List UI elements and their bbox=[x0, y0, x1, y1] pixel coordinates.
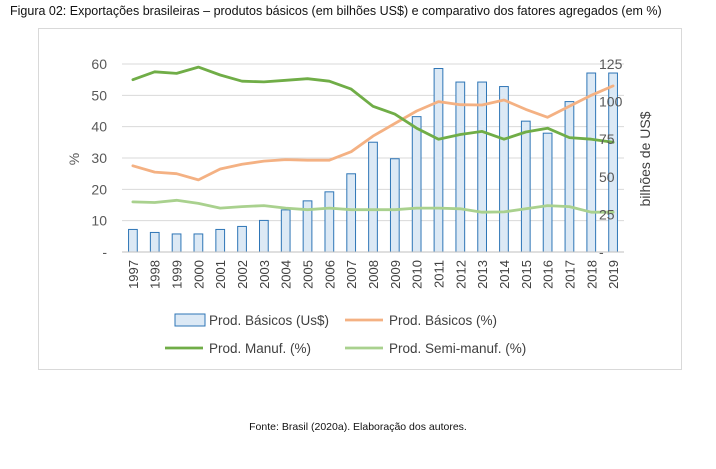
x-tick-label: 2001 bbox=[213, 260, 228, 289]
bar bbox=[149, 231, 160, 253]
bar bbox=[586, 72, 597, 253]
bar bbox=[499, 86, 509, 253]
bar bbox=[128, 228, 138, 253]
y-tick-label-right: 50 bbox=[599, 169, 615, 185]
bar bbox=[477, 81, 487, 253]
x-tick-label: 1998 bbox=[148, 260, 163, 289]
series-line bbox=[131, 198, 615, 214]
legend-label: Prod. Básicos (Us$) bbox=[209, 313, 329, 328]
x-tick-label: 2011 bbox=[431, 260, 446, 288]
bar bbox=[237, 225, 247, 253]
x-tick-label: 2016 bbox=[541, 260, 556, 289]
bar bbox=[411, 116, 422, 253]
bar bbox=[564, 101, 575, 253]
legend-label: Prod. Básicos (%) bbox=[389, 313, 497, 328]
x-tick-label: 2007 bbox=[344, 260, 359, 289]
x-tick-label: 2018 bbox=[584, 260, 599, 289]
figure-title: Figura 02: Exportações brasileiras – pro… bbox=[10, 4, 662, 18]
x-tick-label: 2003 bbox=[257, 260, 272, 289]
y-tick-label-left: 40 bbox=[91, 119, 107, 135]
legend-swatch bbox=[174, 313, 206, 327]
series-line bbox=[131, 84, 615, 182]
legend-label: Prod. Manuf. (%) bbox=[209, 341, 311, 356]
x-tick-label: 2002 bbox=[235, 260, 250, 289]
y-axis-label-right: bilhões de US$ bbox=[637, 111, 653, 206]
y-tick-label-left: - bbox=[102, 244, 107, 260]
legend-label: Prod. Semi-manuf. (%) bbox=[389, 341, 526, 356]
bar bbox=[542, 132, 553, 253]
x-tick-label: 2012 bbox=[453, 260, 468, 289]
x-tick-label: 1997 bbox=[126, 260, 141, 289]
x-tick-label: 2000 bbox=[191, 260, 206, 289]
x-tick-label: 2004 bbox=[279, 260, 294, 289]
y-tick-label-left: 50 bbox=[91, 87, 107, 103]
series-line bbox=[131, 65, 615, 144]
y-axis-label-left: % bbox=[66, 153, 82, 165]
axes: % bilhões de US$ -102030405060-255075100… bbox=[66, 56, 653, 289]
bar bbox=[215, 228, 226, 253]
y-tick-label-left: 20 bbox=[91, 181, 107, 197]
bar bbox=[280, 209, 291, 253]
y-tick-label-right: 25 bbox=[599, 206, 615, 222]
chart-frame: % bilhões de US$ -10 20 30 40 50 60-25 50 75 100… bbox=[38, 28, 682, 370]
chart-svg: % bilhões de US$ -102030405060-255075100… bbox=[66, 56, 653, 356]
bar bbox=[193, 233, 204, 253]
x-tick-label: 2010 bbox=[410, 260, 425, 289]
x-tick-label: 2013 bbox=[475, 260, 490, 289]
y-tick-label-left: 30 bbox=[91, 150, 107, 166]
bar bbox=[171, 233, 182, 253]
y-tick-label-left: 60 bbox=[91, 56, 107, 72]
y-tick-label-right: 100 bbox=[599, 94, 623, 110]
y-tick-label-right: 75 bbox=[599, 131, 615, 147]
x-tick-label: 2019 bbox=[606, 260, 621, 289]
lines bbox=[131, 65, 615, 214]
bar bbox=[368, 141, 378, 253]
x-tick-label: 2005 bbox=[301, 260, 316, 289]
x-tick-label: 2015 bbox=[519, 260, 534, 289]
x-tick-label: 1999 bbox=[170, 260, 185, 289]
x-tick-label: 2006 bbox=[322, 260, 337, 289]
bar bbox=[433, 68, 444, 253]
bar bbox=[259, 219, 269, 253]
y-tick-label-right: 125 bbox=[599, 56, 623, 72]
bar bbox=[520, 120, 531, 253]
bar bbox=[455, 81, 466, 253]
bar bbox=[389, 158, 400, 253]
legend: Prod. Básicos (Us$) Prod. Básicos (%) Prod… bbox=[165, 313, 526, 356]
x-tick-label: 2014 bbox=[497, 260, 512, 289]
x-tick-label: 2017 bbox=[562, 260, 577, 289]
bars bbox=[128, 68, 618, 253]
x-tick-label: 2009 bbox=[388, 260, 403, 289]
bar bbox=[324, 191, 335, 253]
bar bbox=[346, 173, 357, 253]
x-tick-label: 2008 bbox=[366, 260, 381, 289]
y-tick-label-left: 10 bbox=[91, 213, 107, 229]
figure-source: Fonte: Brasil (2020a). Elaboração dos au… bbox=[249, 421, 467, 433]
